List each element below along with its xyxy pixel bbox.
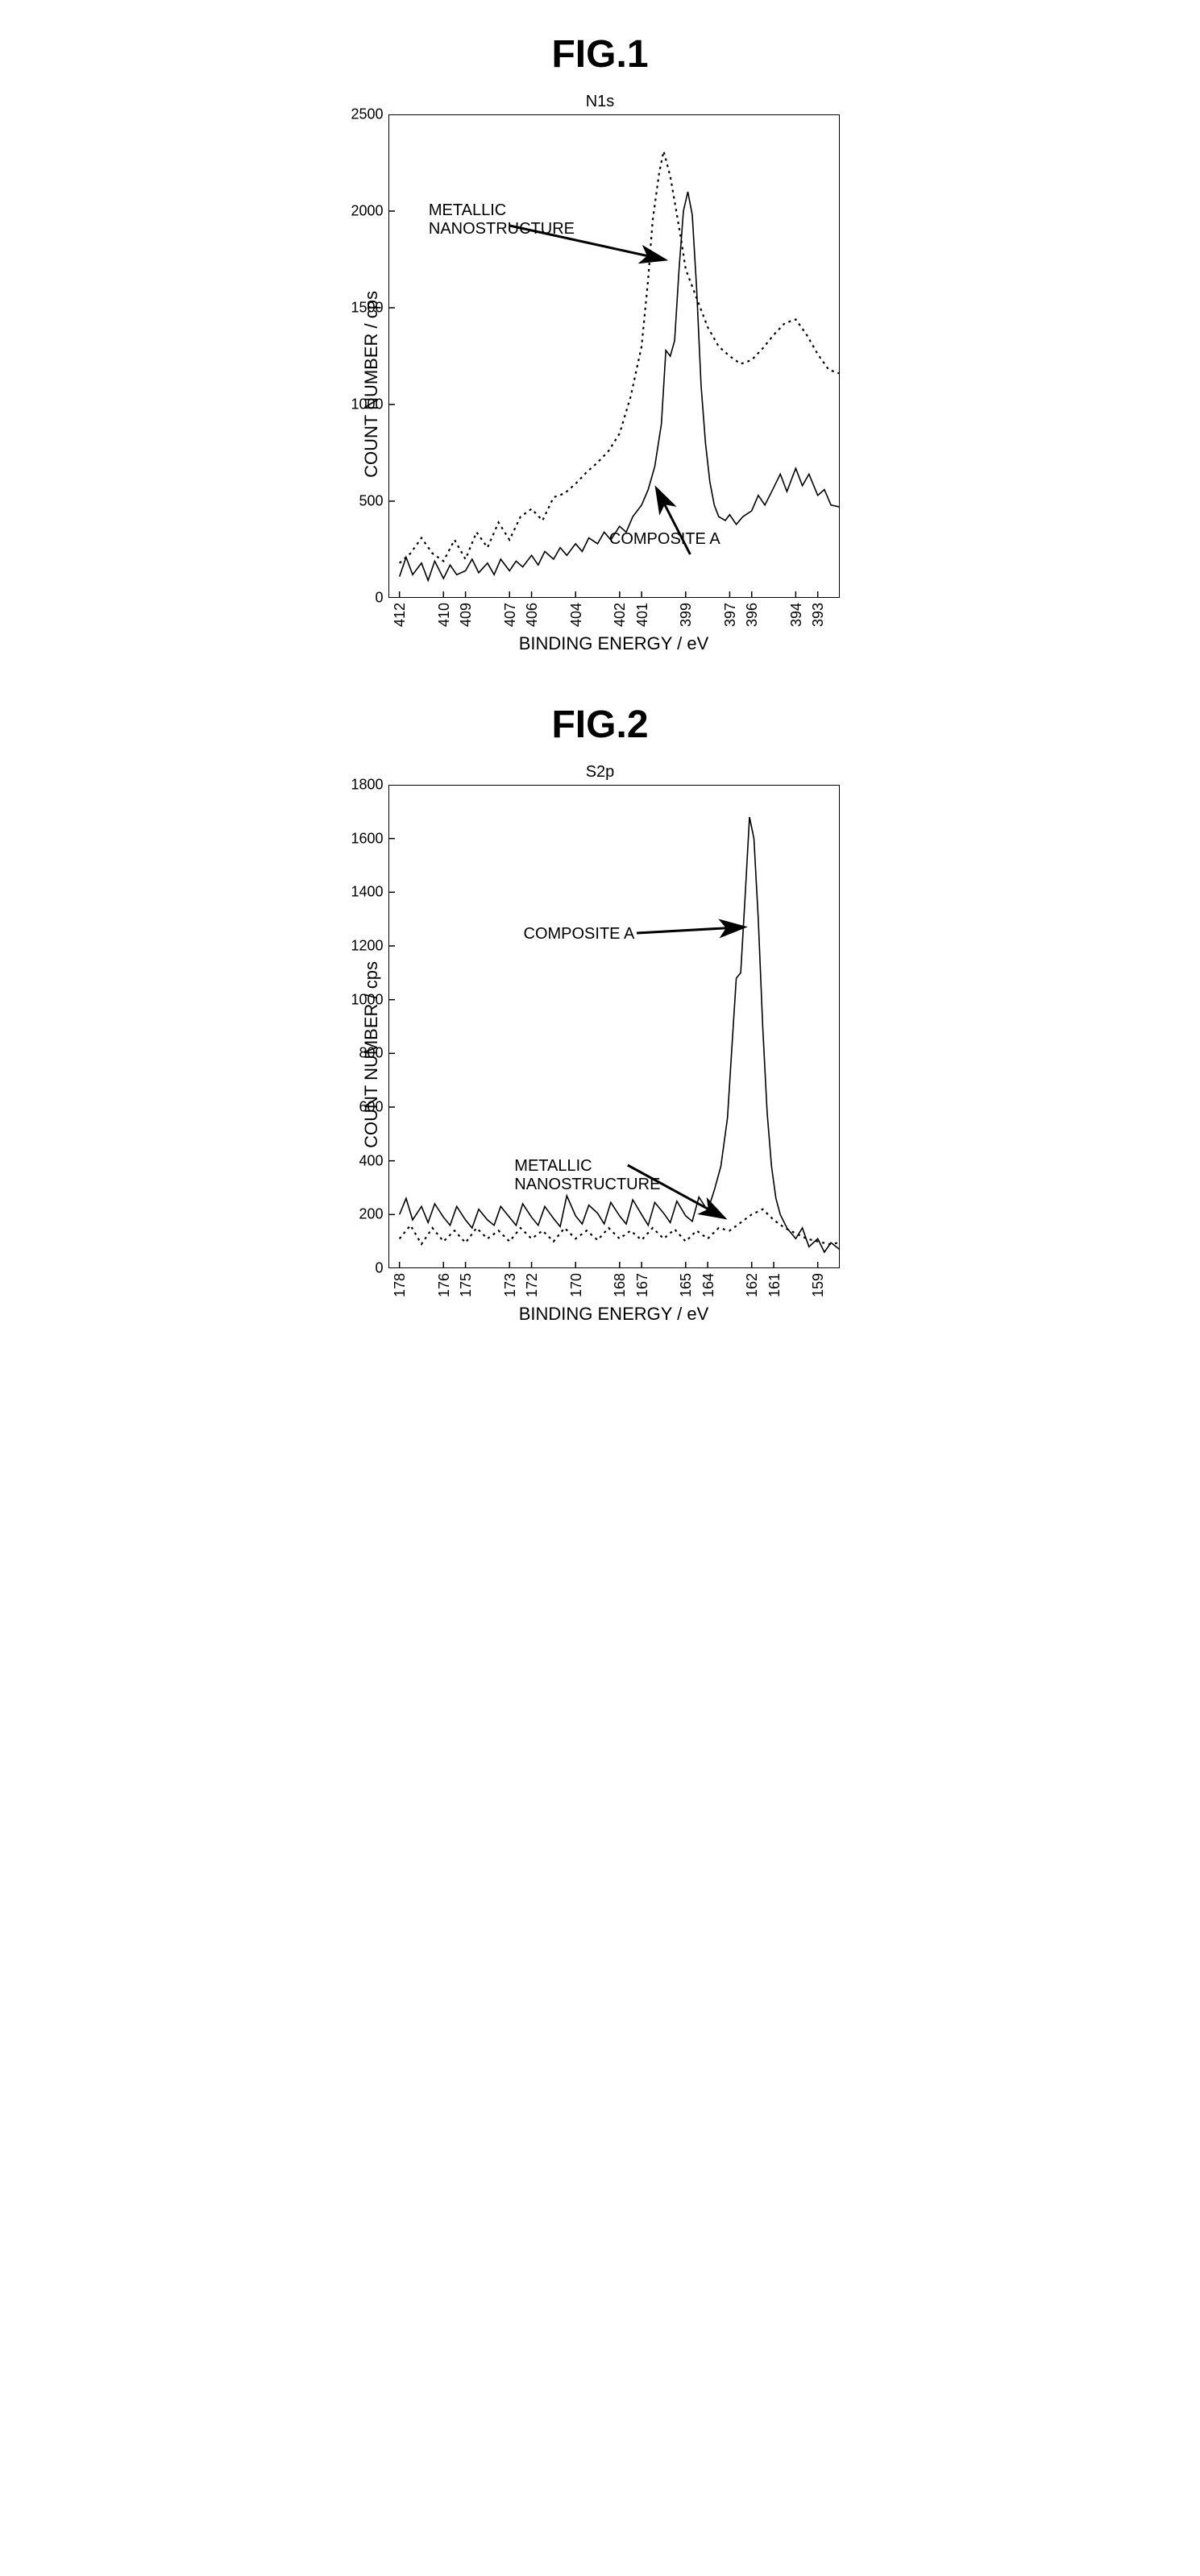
ytick-label: 0 [375, 590, 383, 607]
xtick-label: 173 [502, 1273, 519, 1297]
ytick-label: 0 [375, 1260, 383, 1277]
xtick-label: 409 [458, 603, 475, 627]
figure-1: FIG.1 N1s COUNT NUMBER / cps 41241040940… [361, 32, 840, 654]
xtick-label: 410 [436, 603, 453, 627]
xtick-label: 399 [678, 603, 695, 627]
ytick-label: 500 [359, 493, 383, 510]
chart-annotation: COMPOSITE A [524, 925, 635, 944]
ytick-label: 1000 [351, 991, 383, 1008]
xtick-label: 165 [678, 1273, 695, 1297]
ytick-label: 1200 [351, 938, 383, 955]
xtick-label: 168 [612, 1273, 629, 1297]
xtick-label: 170 [568, 1273, 585, 1297]
ytick-label: 1800 [351, 777, 383, 794]
figure-2-subtitle: S2p [586, 763, 615, 782]
ytick-label: 1000 [351, 396, 383, 413]
ytick-label: 400 [359, 1152, 383, 1169]
xtick-label: 397 [722, 603, 739, 627]
xtick-label: 164 [700, 1273, 717, 1297]
figure-1-ylabel: COUNT NUMBER / cps [361, 291, 382, 478]
figure-1-chart-wrapper: COUNT NUMBER / cps 412410409407406404402… [361, 114, 840, 654]
figure-2-chart-wrapper: COUNT NUMBER / cps 178176175173172170168… [361, 785, 840, 1325]
chart-annotation: METALLIC NANOSTRUCTURE [514, 1157, 660, 1194]
figure-2-title: FIG.2 [551, 703, 648, 747]
figure-2-xlabel: BINDING ENERGY / eV [388, 1304, 840, 1325]
xtick-label: 407 [502, 603, 519, 627]
xtick-label: 178 [392, 1273, 409, 1297]
xtick-label: 175 [458, 1273, 475, 1297]
xtick-label: 172 [524, 1273, 541, 1297]
xtick-label: 402 [612, 603, 629, 627]
ytick-label: 1600 [351, 830, 383, 847]
figure-1-subtitle: N1s [586, 93, 615, 111]
xtick-label: 393 [810, 603, 827, 627]
figure-1-plot: 4124104094074064044024013993973963943930… [388, 114, 840, 598]
ytick-label: 800 [359, 1045, 383, 1062]
xtick-label: 396 [744, 603, 761, 627]
figure-1-xlabel: BINDING ENERGY / eV [388, 633, 840, 654]
xtick-label: 404 [568, 603, 585, 627]
xtick-label: 162 [744, 1273, 761, 1297]
ytick-label: 200 [359, 1206, 383, 1223]
ytick-label: 1400 [351, 884, 383, 901]
xtick-label: 176 [436, 1273, 453, 1297]
chart-annotation: COMPOSITE A [609, 530, 720, 549]
xtick-label: 406 [524, 603, 541, 627]
xtick-label: 167 [634, 1273, 651, 1297]
ytick-label: 2000 [351, 203, 383, 220]
xtick-label: 401 [634, 603, 651, 627]
chart-annotation: METALLIC NANOSTRUCTURE [429, 201, 575, 239]
xtick-label: 161 [766, 1273, 783, 1297]
ytick-label: 600 [359, 1099, 383, 1116]
figure-2-plot: 1781761751731721701681671651641621611590… [388, 785, 840, 1268]
xtick-label: 159 [810, 1273, 827, 1297]
xtick-label: 394 [788, 603, 805, 627]
figure-2: FIG.2 S2p COUNT NUMBER / cps 17817617517… [361, 703, 840, 1325]
figure-1-title: FIG.1 [551, 32, 648, 77]
xtick-label: 412 [392, 603, 409, 627]
ytick-label: 1500 [351, 300, 383, 317]
ytick-label: 2500 [351, 106, 383, 123]
